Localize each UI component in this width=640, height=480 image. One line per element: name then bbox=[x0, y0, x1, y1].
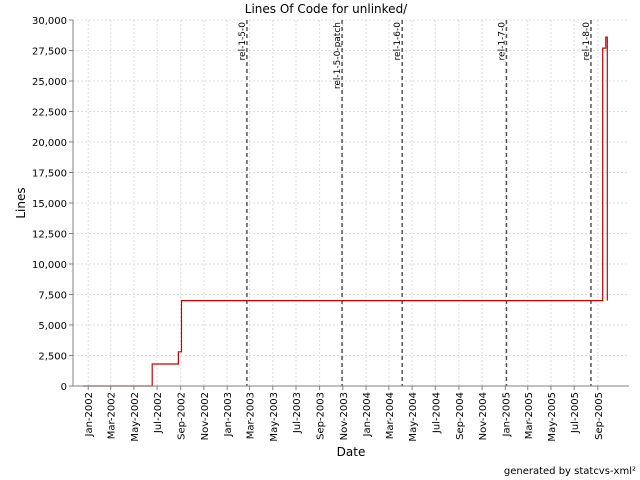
x-tick-label: Sep-2003 bbox=[316, 392, 327, 440]
x-tick-label: Nov-2003 bbox=[339, 392, 350, 440]
x-tick-label: Sep-2002 bbox=[177, 392, 188, 440]
x-tick-label: Jul-2005 bbox=[570, 392, 581, 434]
y-tick-label: 27,500 bbox=[32, 47, 67, 58]
y-tick-label: 15,000 bbox=[32, 199, 67, 210]
x-tick-label: Sep-2005 bbox=[594, 392, 605, 440]
x-tick-label: May-2002 bbox=[130, 392, 141, 442]
y-tick-label: 5,000 bbox=[38, 321, 67, 332]
y-tick-label: 0 bbox=[61, 382, 67, 393]
series-line bbox=[82, 36, 608, 387]
x-tick-label: Nov-2004 bbox=[478, 392, 489, 440]
x-tick-label: Sep-2004 bbox=[455, 392, 466, 440]
x-tick-label: Jul-2003 bbox=[292, 392, 303, 434]
x-tick-label: Nov-2002 bbox=[200, 392, 211, 440]
x-axis-label: Date bbox=[337, 445, 366, 459]
generator-footer: generated by statcvs-xml² bbox=[504, 466, 636, 477]
x-tick-label: May-2005 bbox=[547, 392, 558, 442]
release-tag-label: rel-1-5-0-patch bbox=[333, 22, 343, 89]
x-tick-label: Jul-2004 bbox=[431, 392, 442, 434]
y-tick-label: 7,500 bbox=[38, 291, 67, 302]
x-tick-label: Jan-2004 bbox=[362, 392, 373, 437]
release-tags: rel-1-5-0 rel-1-5-0-patch rel-1-6-0 rel-1-7… bbox=[238, 20, 592, 386]
chart-title: Lines Of Code for unlinked/ bbox=[245, 2, 408, 16]
x-tick-label: May-2003 bbox=[269, 392, 280, 442]
release-tag-label: rel-1-6-0 bbox=[393, 22, 403, 61]
x-tick-label: Mar-2005 bbox=[524, 392, 535, 439]
y-tick-label: 20,000 bbox=[32, 138, 67, 149]
y-tick-label: 12,500 bbox=[32, 230, 67, 241]
y-tick-label: 22,500 bbox=[32, 108, 67, 119]
y-tick-label: 17,500 bbox=[32, 169, 67, 180]
y-tick-label: 2,500 bbox=[38, 352, 67, 363]
series-group bbox=[82, 36, 608, 387]
x-tick-label: Jan-2005 bbox=[501, 392, 512, 437]
y-axis-ticks: 0 2,500 5,000 7,500 10,000 12,500 15,000 17,500… bbox=[32, 16, 73, 393]
x-tick-label: Mar-2004 bbox=[385, 392, 396, 439]
x-tick-label: Mar-2002 bbox=[107, 392, 118, 439]
release-tag-label: rel-1-5-0 bbox=[238, 22, 248, 61]
y-tick-label: 10,000 bbox=[32, 260, 67, 271]
y-tick-label: 25,000 bbox=[32, 77, 67, 88]
y-axis-label: Lines bbox=[14, 187, 28, 218]
y-tick-label: 30,000 bbox=[32, 16, 67, 27]
grid bbox=[73, 19, 629, 387]
x-tick-label: Jan-2003 bbox=[223, 392, 234, 437]
x-tick-label: Mar-2003 bbox=[246, 392, 257, 439]
x-tick-label: May-2004 bbox=[408, 392, 419, 442]
release-tag-label: rel-1-7-0 bbox=[497, 22, 507, 61]
x-axis-ticks: Jan-2002 Mar-2002 May-2002 Jul-2002 Sep-2002… bbox=[84, 386, 605, 442]
release-tag-label: rel-1-8-0 bbox=[582, 22, 592, 61]
x-tick-label: Jan-2002 bbox=[84, 392, 95, 437]
x-tick-label: Jul-2002 bbox=[153, 392, 164, 434]
